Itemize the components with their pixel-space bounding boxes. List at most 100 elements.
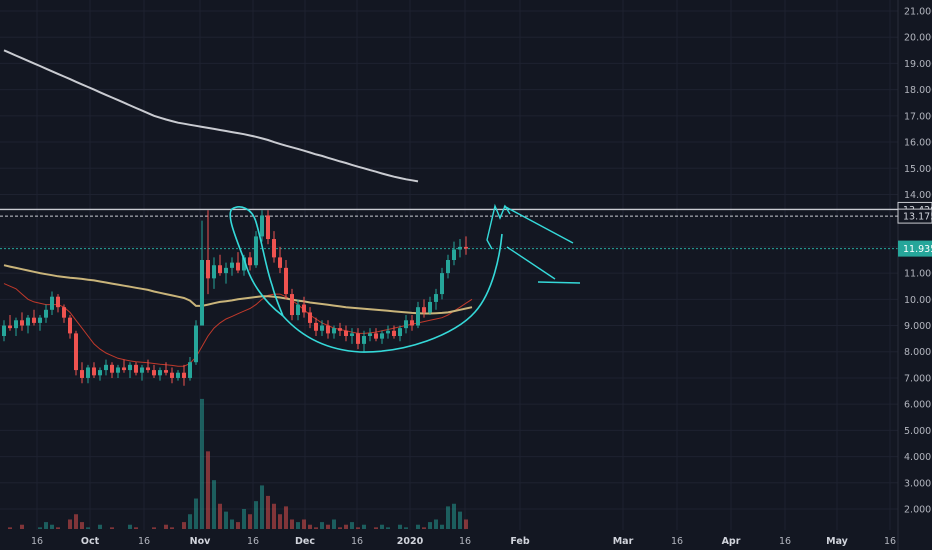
y-tick-label: 21.000 — [904, 7, 932, 18]
candle-body — [332, 328, 336, 334]
volume-bar — [68, 519, 72, 529]
candle-body — [446, 260, 450, 274]
volume-bar — [206, 451, 210, 529]
volume-bar — [50, 524, 54, 529]
candle-body — [410, 320, 414, 326]
x-tick-label: Feb — [510, 536, 530, 547]
volume-bar — [308, 524, 312, 529]
candle-body — [236, 262, 240, 271]
candle-body — [26, 317, 30, 326]
x-tick-label: 16 — [31, 536, 43, 547]
candle-body — [20, 320, 24, 326]
candle-body — [302, 304, 306, 313]
candle-body — [392, 330, 396, 337]
volume-bar — [152, 527, 156, 529]
volume-bar — [326, 524, 330, 529]
volume-bar — [362, 524, 366, 529]
candle-body — [440, 273, 444, 295]
candle-body — [56, 296, 60, 308]
volume-bar — [212, 480, 216, 529]
candle-body — [452, 249, 456, 260]
ma-mid-line — [3, 264, 473, 315]
volume-bar — [290, 519, 294, 529]
candle-body — [458, 246, 462, 250]
candle-body — [350, 333, 354, 337]
candle-body — [278, 257, 282, 268]
candle-body — [98, 370, 102, 376]
x-tick-label: Dec — [295, 536, 315, 547]
volume-bar — [20, 524, 24, 529]
volume-bar — [272, 503, 276, 529]
y-tick-label: 16.000 — [904, 138, 932, 149]
candle-body — [122, 367, 126, 371]
volume-bar — [446, 506, 450, 529]
candle-body — [170, 372, 174, 378]
volume-bar — [458, 511, 462, 529]
candle-body — [50, 296, 54, 310]
volume-bar — [350, 522, 354, 529]
x-tick-label: 16 — [459, 536, 471, 547]
candle-body — [146, 367, 150, 371]
volume-bar — [80, 522, 84, 529]
candle-body — [182, 372, 186, 378]
volume-bar — [110, 527, 114, 529]
volume-bar — [236, 522, 240, 529]
volume-bar — [56, 527, 60, 529]
candle-body — [134, 364, 138, 373]
volume-bar — [248, 514, 252, 529]
candle-body — [212, 265, 216, 279]
time-axis[interactable]: 16 Oct 16 Nov 16 Dec 16 2020 16 Feb Mar 16 Apr 16 May 1… — [31, 536, 896, 547]
candle-body — [290, 294, 294, 316]
y-tick-label: 17.000 — [904, 111, 932, 122]
volume-bar — [74, 514, 78, 529]
y-tick-label: 10.000 — [904, 295, 932, 306]
candle-body — [314, 322, 318, 331]
x-tick-label: 16 — [138, 536, 150, 547]
volume-bar — [452, 503, 456, 529]
volume-bar — [44, 522, 48, 529]
candle-body — [434, 294, 438, 302]
x-tick-label: Nov — [190, 536, 211, 547]
x-tick-label: 16 — [779, 536, 791, 547]
candle-body — [368, 333, 372, 337]
volume-bar — [242, 509, 246, 529]
y-tick-label: 14.000 — [904, 190, 932, 201]
y-tick-label: 3.000 — [904, 478, 931, 489]
candle-body — [272, 239, 276, 258]
candle-body — [206, 260, 210, 279]
candle-body — [80, 370, 84, 378]
x-tick-label: Apr — [722, 536, 741, 547]
candle-body — [248, 257, 252, 266]
volume-bar — [188, 514, 192, 529]
projection-line-upper — [503, 205, 574, 244]
x-tick-label: 16 — [247, 536, 259, 547]
candle-body — [266, 215, 270, 240]
volume-bar — [380, 524, 384, 529]
candle-body — [326, 325, 330, 334]
volume-bar — [356, 527, 360, 529]
volume-bar — [428, 522, 432, 529]
candle-body — [296, 304, 300, 316]
candle-body — [74, 333, 78, 371]
candle-body — [110, 364, 114, 373]
candle-body — [104, 364, 108, 371]
volume-bar — [278, 514, 282, 529]
x-tick-label: Mar — [613, 536, 634, 547]
price-axis[interactable]: 21.000 20.000 19.000 18.000 17.000 16.000 15.0… — [897, 0, 932, 550]
candle-body — [152, 370, 156, 376]
volume-bar — [218, 503, 222, 529]
target-line — [537, 281, 581, 284]
horizontal-lines — [0, 208, 898, 250]
volume-bar — [254, 501, 258, 529]
volume-bars — [8, 398, 468, 529]
candle-body — [218, 265, 222, 274]
candle-body — [44, 309, 48, 318]
candle-body — [320, 325, 324, 331]
y-tick-label: 5.000 — [904, 426, 931, 437]
candle-body — [2, 325, 6, 337]
volume-bar — [182, 522, 186, 529]
price-label-box — [898, 240, 932, 257]
candle-body — [374, 333, 378, 339]
candle-body — [8, 325, 12, 329]
